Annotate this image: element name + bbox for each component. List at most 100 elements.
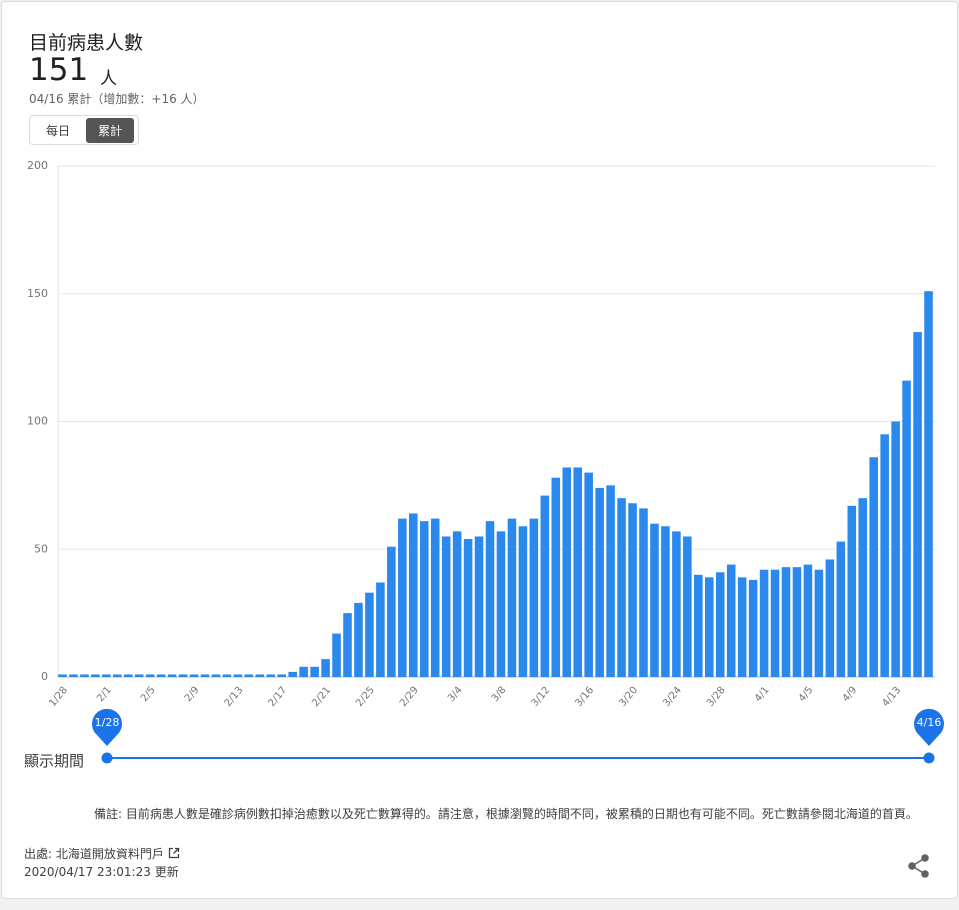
note: 備註: 目前病患人數是確診病例數扣掉治癒數以及死亡數算得的。請注意，根據瀏覽的時… — [94, 807, 918, 821]
bar — [211, 674, 221, 677]
bar — [398, 518, 407, 677]
title: 目前病患人數 — [29, 32, 144, 54]
share-icon[interactable] — [908, 854, 929, 878]
bar — [715, 572, 725, 677]
bar — [233, 674, 243, 677]
bar — [748, 579, 758, 677]
bar — [924, 291, 933, 677]
bar — [650, 523, 659, 677]
bar — [91, 674, 100, 677]
bar — [770, 569, 780, 677]
slider-start: 1/28 — [95, 716, 120, 729]
source-link[interactable]: 出處: 北海道開放資料門戶 — [24, 845, 180, 862]
bar — [726, 564, 736, 677]
bar — [145, 674, 155, 677]
bar — [902, 380, 911, 677]
slider-handle[interactable] — [101, 752, 113, 764]
bar — [628, 503, 637, 677]
bar — [255, 674, 265, 677]
bar — [463, 539, 473, 677]
bar — [672, 531, 681, 677]
y-tick-label: 100 — [27, 415, 48, 428]
bar — [299, 666, 308, 677]
y-tick-label: 0 — [41, 670, 48, 683]
x-tick-label: 2/25 — [354, 685, 377, 709]
bar — [518, 526, 528, 677]
bar — [606, 485, 615, 677]
external-icon — [168, 847, 179, 859]
bar — [803, 564, 813, 677]
x-tick-label: 4/5 — [797, 685, 816, 704]
bar — [69, 674, 78, 677]
x-tick-label: 2/5 — [139, 685, 158, 704]
bar — [529, 518, 539, 677]
bar — [540, 495, 550, 677]
x-tick-label: 2/9 — [183, 685, 202, 704]
toggle-button[interactable]: 每日 — [46, 123, 71, 138]
bar — [573, 467, 582, 677]
bar — [189, 674, 199, 677]
bar — [200, 674, 210, 677]
x-tick-label: 2/21 — [310, 685, 333, 709]
x-tick-label: 4/13 — [880, 685, 903, 709]
bar — [913, 332, 922, 677]
bar — [134, 674, 144, 677]
bar — [441, 536, 451, 677]
bar — [617, 498, 626, 677]
updated: 2020/04/17 23:01:23 更新 — [24, 865, 179, 879]
bar — [891, 421, 900, 677]
bar — [836, 541, 846, 677]
bar — [80, 674, 89, 677]
bar — [825, 559, 835, 677]
bar — [562, 467, 572, 677]
bar — [244, 674, 254, 677]
x-tick-label: 4/1 — [753, 685, 772, 704]
toggle-button[interactable]: 累計 — [86, 117, 135, 143]
x-tick-label: 2/17 — [266, 685, 289, 709]
x-tick-label: 3/8 — [490, 685, 509, 704]
bar — [847, 505, 857, 677]
bar — [354, 602, 363, 677]
bar — [123, 674, 133, 677]
bar — [222, 674, 232, 677]
subtitle: 04/16 累計（增加數：+16 人） — [29, 92, 205, 106]
toggle-group: 每日 累計 — [29, 115, 140, 145]
bar — [792, 567, 802, 677]
x-tick-label: 2/13 — [223, 685, 246, 709]
bar — [759, 569, 769, 677]
slider-end: 4/16 — [917, 716, 942, 729]
y-tick-label: 150 — [27, 287, 48, 300]
bar — [880, 434, 889, 677]
source[interactable]: 出處: 北海道開放資料門戶 — [24, 847, 164, 861]
bar — [430, 518, 440, 677]
bar — [113, 674, 122, 677]
slider-pin — [92, 708, 123, 746]
x-tick-label: 4/9 — [841, 685, 860, 704]
bar — [858, 498, 868, 677]
slider-handle[interactable] — [923, 752, 935, 764]
bar — [683, 536, 692, 677]
bar — [409, 513, 418, 677]
y-tick-label: 200 — [27, 159, 48, 172]
bar — [551, 477, 561, 677]
bar — [496, 531, 506, 677]
bar — [343, 613, 352, 677]
bar — [639, 508, 648, 677]
x-tick-label: 3/20 — [617, 685, 640, 709]
bar — [507, 518, 517, 677]
bar — [156, 674, 166, 677]
bar — [485, 521, 495, 677]
bar — [704, 577, 714, 677]
x-tick-label: 3/28 — [705, 685, 728, 709]
x-tick-label: 3/16 — [573, 685, 596, 709]
bar — [452, 531, 462, 677]
bar — [595, 487, 604, 677]
bar — [310, 666, 319, 677]
bar — [661, 526, 670, 677]
bar — [694, 574, 703, 677]
slider-label: 顯示期間 — [24, 752, 85, 770]
bar — [321, 659, 330, 677]
